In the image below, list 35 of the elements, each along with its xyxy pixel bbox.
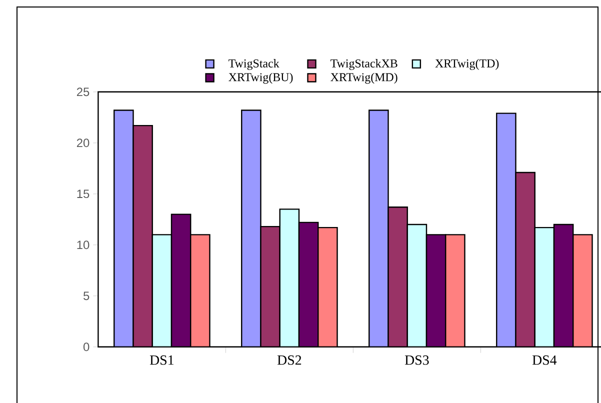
legend-label: TwigStackXB [330, 59, 398, 70]
bar [426, 234, 446, 347]
bar [515, 172, 536, 347]
bar [280, 209, 299, 347]
bar [298, 222, 318, 347]
bar [407, 224, 426, 347]
bar [171, 214, 191, 347]
x-tick-label: DS2 [277, 355, 302, 365]
bar [553, 224, 574, 347]
bar [260, 226, 280, 347]
bar [534, 226, 555, 347]
x-tick-label: DS1 [150, 355, 174, 365]
bar [152, 234, 172, 347]
bar [190, 234, 210, 347]
legend-label: XRTwig(MD) [330, 72, 398, 84]
x-tick-label: DS4 [532, 355, 557, 365]
legend-label: TwigStack [228, 59, 280, 70]
y-tick-label: 10 [77, 240, 90, 250]
y-tick-label: 5 [83, 292, 90, 300]
y-tick-label: 15 [77, 190, 90, 198]
legend-label: XRTwig(BU) [228, 72, 293, 84]
bar [388, 207, 408, 347]
legend-label: XRTwig(TD) [435, 59, 499, 70]
bar [572, 234, 593, 347]
bar [114, 110, 134, 347]
bar [318, 228, 338, 347]
bar [242, 110, 261, 347]
bar [133, 126, 152, 347]
y-tick-label: 25 [76, 88, 90, 96]
bar [446, 234, 465, 347]
y-tick-label: 20 [76, 138, 90, 148]
x-tick-label: DS3 [404, 355, 429, 365]
y-tick-label: 0 [83, 342, 90, 352]
bar [496, 112, 516, 347]
bar [369, 110, 388, 347]
